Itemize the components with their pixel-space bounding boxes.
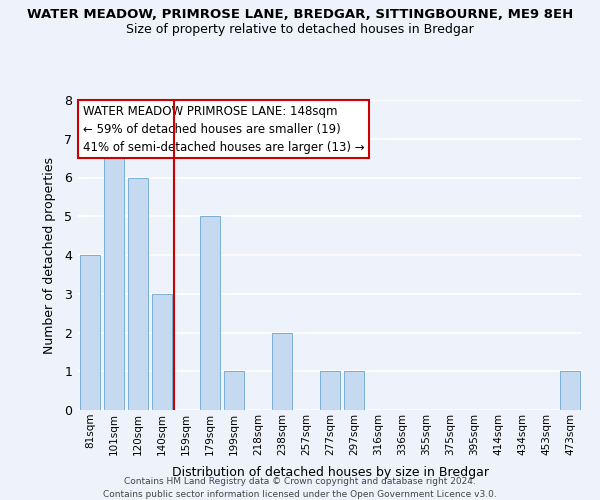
Text: Contains HM Land Registry data © Crown copyright and database right 2024.: Contains HM Land Registry data © Crown c…	[124, 478, 476, 486]
Bar	[224, 371, 244, 410]
X-axis label: Distribution of detached houses by size in Bredgar: Distribution of detached houses by size …	[172, 466, 488, 479]
Y-axis label: Number of detached properties: Number of detached properties	[43, 156, 56, 354]
Bar	[272, 332, 292, 410]
Bar	[80, 255, 100, 410]
Text: WATER MEADOW, PRIMROSE LANE, BREDGAR, SITTINGBOURNE, ME9 8EH: WATER MEADOW, PRIMROSE LANE, BREDGAR, SI…	[27, 8, 573, 20]
Text: Contains public sector information licensed under the Open Government Licence v3: Contains public sector information licen…	[103, 490, 497, 499]
Text: Size of property relative to detached houses in Bredgar: Size of property relative to detached ho…	[126, 22, 474, 36]
Bar	[152, 294, 172, 410]
Bar	[320, 371, 340, 410]
Bar	[344, 371, 364, 410]
Bar	[200, 216, 220, 410]
Bar	[128, 178, 148, 410]
Text: WATER MEADOW PRIMROSE LANE: 148sqm
← 59% of detached houses are smaller (19)
41%: WATER MEADOW PRIMROSE LANE: 148sqm ← 59%…	[83, 104, 365, 154]
Bar	[104, 138, 124, 410]
Bar	[560, 371, 580, 410]
